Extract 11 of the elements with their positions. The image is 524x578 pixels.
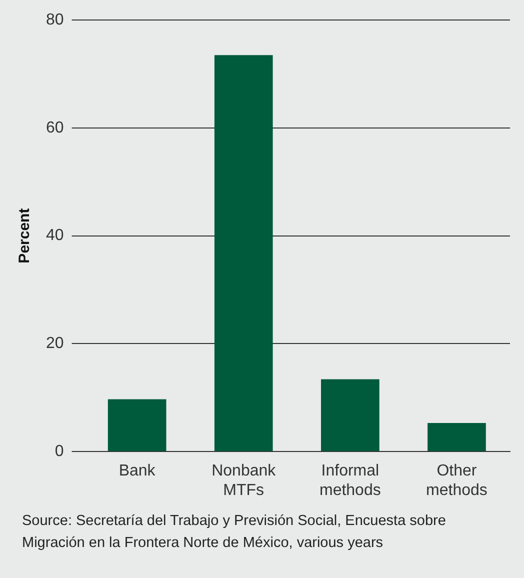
y-tick-label: 60 (46, 119, 64, 136)
y-tick-label: 40 (46, 227, 64, 244)
x-tick-label: Bank (118, 462, 156, 480)
y-axis-title: Percent (16, 208, 34, 264)
y-tick-label: 0 (54, 443, 64, 460)
source-note: Source: Secretaría del Trabajo y Previsión Social, Encuesta sobre Migración en la Frontera Norte de México, various years (22, 512, 447, 553)
x-tick-label: Informal methods (319, 462, 381, 499)
x-tick-label: Nonbank MTFs (212, 462, 277, 499)
y-tick-label: 80 (46, 11, 64, 28)
x-tick-label: Other methods (426, 462, 488, 499)
y-tick-label: 20 (46, 335, 64, 352)
